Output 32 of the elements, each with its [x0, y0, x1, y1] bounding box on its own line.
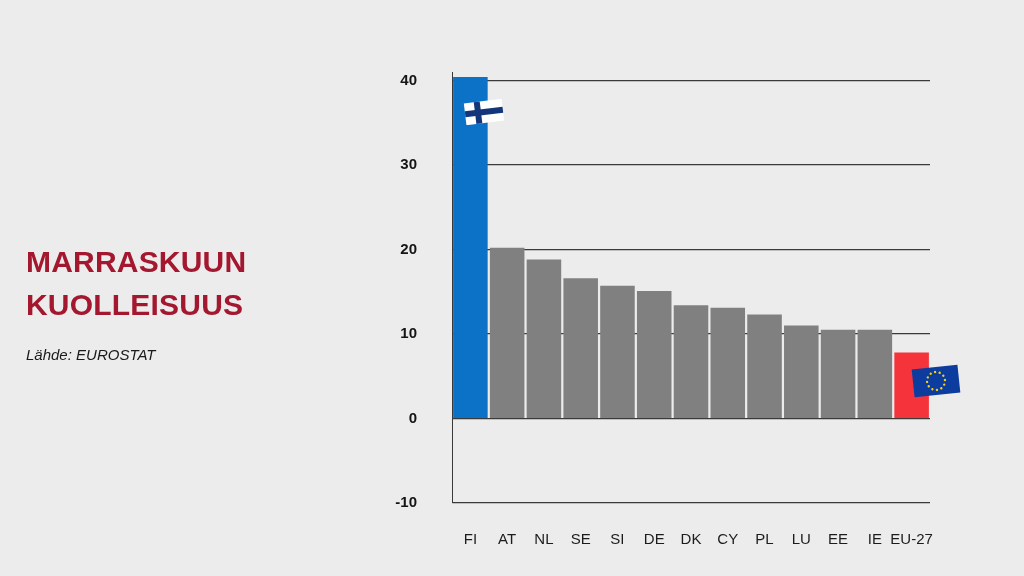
- x-tick-label: NL: [534, 530, 554, 548]
- y-tick-label: 40: [400, 70, 417, 88]
- x-tick-label: SI: [610, 530, 625, 548]
- text: Lähde: EUROSTAT: [26, 346, 156, 364]
- bar: [784, 325, 819, 418]
- bar: [600, 285, 635, 418]
- bar: [747, 314, 782, 418]
- text: MARRASKUUN KUOLLEISUUS: [26, 244, 248, 323]
- bar: [710, 307, 746, 418]
- bar: [526, 259, 562, 418]
- x-tick-label: PL: [755, 530, 774, 548]
- x-tick-label: IE: [867, 530, 882, 548]
- x-tick-label: FI: [463, 530, 478, 548]
- x-tick-label: LU: [791, 530, 811, 548]
- x-tick-label: EE: [828, 530, 849, 548]
- x-tick-label: CY: [717, 530, 739, 548]
- x-tick-label: EU-27: [890, 530, 933, 548]
- y-tick-label: 10: [400, 324, 417, 342]
- bar: [636, 290, 672, 418]
- x-tick-label: DE: [643, 530, 665, 548]
- bar: [673, 305, 709, 418]
- y-tick-label: -10: [395, 493, 417, 511]
- y-tick-label: 0: [408, 408, 417, 426]
- bar: [820, 329, 856, 418]
- x-tick-label: SE: [570, 530, 591, 548]
- bar: [857, 329, 893, 418]
- x-tick-label: DK: [680, 530, 702, 548]
- bar: [489, 247, 525, 418]
- y-tick-label: 20: [400, 239, 417, 257]
- x-tick-label: AT: [498, 530, 517, 548]
- bar: [563, 278, 598, 418]
- y-tick-label: 30: [400, 155, 417, 173]
